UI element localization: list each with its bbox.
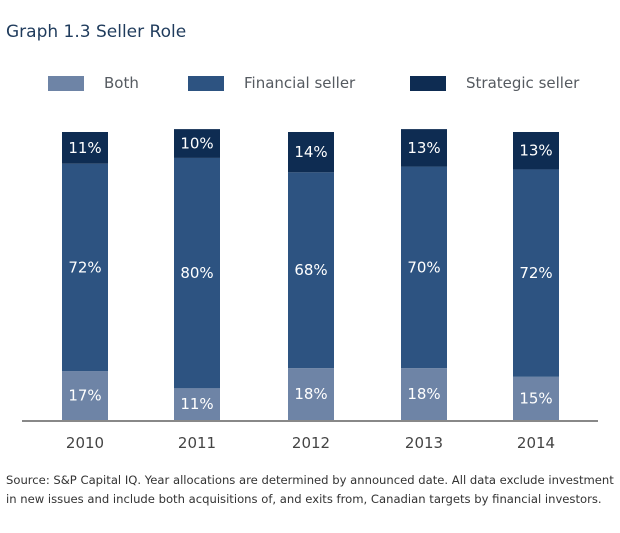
data-label-both-2013: 18% xyxy=(407,385,440,403)
chart-title: Graph 1.3 Seller Role xyxy=(6,22,187,42)
legend-label-financial: Financial seller xyxy=(244,74,356,92)
data-label-financial-2014: 72% xyxy=(519,264,552,282)
data-label-financial-2012: 68% xyxy=(294,261,327,279)
x-tick-label-2010: 2010 xyxy=(66,434,104,452)
x-tick-label-2014: 2014 xyxy=(517,434,555,452)
data-label-strategic-2013: 13% xyxy=(407,139,440,157)
bar-segment-strategic-2012 xyxy=(288,132,334,173)
bar-segment-strategic-2010 xyxy=(62,132,108,164)
data-label-financial-2011: 80% xyxy=(180,264,213,282)
x-tick-label-2013: 2013 xyxy=(405,434,443,452)
data-label-strategic-2012: 14% xyxy=(294,143,327,161)
x-tick-label-2011: 2011 xyxy=(178,434,216,452)
data-label-strategic-2014: 13% xyxy=(519,142,552,160)
bar-segment-strategic-2014 xyxy=(513,132,559,170)
legend-label-both: Both xyxy=(104,74,139,92)
data-label-strategic-2011: 10% xyxy=(180,135,213,153)
bar-segment-strategic-2013 xyxy=(401,129,447,167)
data-label-both-2011: 11% xyxy=(180,395,213,413)
data-label-financial-2010: 72% xyxy=(68,258,101,276)
source-note: Source: S&P Capital IQ. Year allocations… xyxy=(6,473,614,506)
data-label-both-2012: 18% xyxy=(294,385,327,403)
bar-segment-both-2013 xyxy=(401,368,447,420)
legend-swatch-strategic xyxy=(410,76,446,91)
legend-swatch-financial xyxy=(188,76,224,91)
bar-segment-both-2011 xyxy=(174,388,220,420)
data-label-strategic-2010: 11% xyxy=(68,139,101,157)
x-tick-label-2012: 2012 xyxy=(292,434,330,452)
legend-swatch-both xyxy=(48,76,84,91)
bar-segment-both-2014 xyxy=(513,376,559,420)
data-label-financial-2013: 70% xyxy=(407,258,440,276)
bar-segment-financial-2013 xyxy=(401,166,447,369)
bar-segment-financial-2011 xyxy=(174,157,220,389)
stacked-bar-chart: 17% 72% 11% 2010 11% 80% 10% 2011 18% 68% 14% 2012 1… xyxy=(22,129,598,452)
bar-segment-both-2010 xyxy=(62,371,108,420)
legend: Both Financial seller Strategic seller xyxy=(0,74,620,98)
bar-segment-both-2012 xyxy=(288,368,334,420)
data-label-both-2014: 15% xyxy=(519,389,552,407)
bar-segment-strategic-2011 xyxy=(174,129,220,158)
legend-label-strategic: Strategic seller xyxy=(466,74,580,92)
bar-segment-financial-2010 xyxy=(62,163,108,372)
data-label-both-2010: 17% xyxy=(68,387,101,405)
bar-segment-financial-2012 xyxy=(288,172,334,369)
bar-segment-financial-2014 xyxy=(513,169,559,377)
